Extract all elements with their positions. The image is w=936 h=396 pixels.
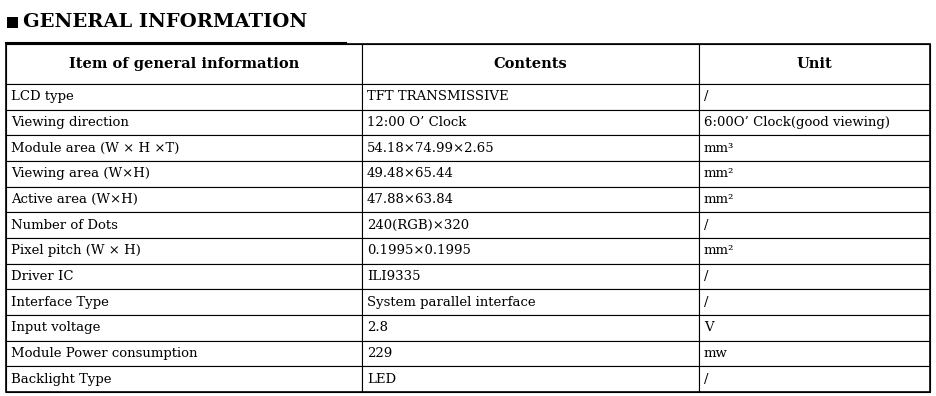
Text: Module Power consumption: Module Power consumption xyxy=(11,347,197,360)
Text: Backlight Type: Backlight Type xyxy=(11,373,111,386)
Text: 49.48×65.44: 49.48×65.44 xyxy=(367,168,454,180)
Bar xyxy=(699,238,930,264)
Bar xyxy=(6,341,361,366)
Bar xyxy=(361,238,699,264)
Bar xyxy=(699,84,930,110)
Text: /: / xyxy=(704,90,709,103)
Text: /: / xyxy=(704,296,709,308)
Bar xyxy=(361,366,699,392)
Bar xyxy=(699,161,930,187)
Text: mm²: mm² xyxy=(704,193,735,206)
Bar xyxy=(361,44,699,84)
Text: Module area (W × H ×T): Module area (W × H ×T) xyxy=(11,142,180,155)
Text: Number of Dots: Number of Dots xyxy=(11,219,118,232)
Bar xyxy=(699,341,930,366)
Text: TFT TRANSMISSIVE: TFT TRANSMISSIVE xyxy=(367,90,508,103)
Bar xyxy=(6,264,361,289)
Bar xyxy=(6,212,361,238)
Text: /: / xyxy=(704,219,709,232)
Bar xyxy=(6,135,361,161)
Bar xyxy=(699,366,930,392)
Bar xyxy=(6,238,361,264)
Text: Item of general information: Item of general information xyxy=(68,57,299,71)
Text: LED: LED xyxy=(367,373,396,386)
Bar xyxy=(6,44,930,392)
Text: 6:00O’ Clock(good viewing): 6:00O’ Clock(good viewing) xyxy=(704,116,890,129)
Text: 12:00 O’ Clock: 12:00 O’ Clock xyxy=(367,116,466,129)
Bar xyxy=(361,187,699,212)
Text: mm²: mm² xyxy=(704,168,735,180)
Text: Unit: Unit xyxy=(797,57,832,71)
Bar xyxy=(6,44,361,84)
Bar xyxy=(6,161,361,187)
Text: /: / xyxy=(704,270,709,283)
Bar xyxy=(6,315,361,341)
Text: Driver IC: Driver IC xyxy=(11,270,74,283)
Text: 240(RGB)×320: 240(RGB)×320 xyxy=(367,219,469,232)
Text: System parallel interface: System parallel interface xyxy=(367,296,535,308)
Bar xyxy=(699,264,930,289)
Text: 47.88×63.84: 47.88×63.84 xyxy=(367,193,454,206)
Text: Viewing direction: Viewing direction xyxy=(11,116,129,129)
Text: mw: mw xyxy=(704,347,728,360)
Bar xyxy=(361,289,699,315)
Text: Input voltage: Input voltage xyxy=(11,321,100,334)
Bar xyxy=(361,212,699,238)
Bar xyxy=(361,110,699,135)
Bar xyxy=(6,187,361,212)
Text: 54.18×74.99×2.65: 54.18×74.99×2.65 xyxy=(367,142,494,155)
Text: mm²: mm² xyxy=(704,244,735,257)
Text: Viewing area (W×H): Viewing area (W×H) xyxy=(11,168,150,180)
Text: mm³: mm³ xyxy=(704,142,734,155)
Bar xyxy=(361,84,699,110)
Bar xyxy=(699,289,930,315)
Text: V: V xyxy=(704,321,713,334)
Text: /: / xyxy=(704,373,709,386)
Bar xyxy=(361,135,699,161)
Text: Contents: Contents xyxy=(493,57,567,71)
Text: 0.1995×0.1995: 0.1995×0.1995 xyxy=(367,244,471,257)
Text: Pixel pitch (W × H): Pixel pitch (W × H) xyxy=(11,244,141,257)
Text: 2.8: 2.8 xyxy=(367,321,388,334)
Text: LCD type: LCD type xyxy=(11,90,74,103)
Bar xyxy=(7,17,18,27)
Bar xyxy=(361,341,699,366)
Bar xyxy=(361,315,699,341)
Bar xyxy=(6,366,361,392)
Bar xyxy=(699,135,930,161)
Text: GENERAL INFORMATION: GENERAL INFORMATION xyxy=(23,13,307,31)
Bar xyxy=(6,289,361,315)
Bar xyxy=(361,161,699,187)
Bar xyxy=(699,315,930,341)
Bar xyxy=(361,264,699,289)
Bar xyxy=(6,110,361,135)
Bar xyxy=(699,212,930,238)
Text: ILI9335: ILI9335 xyxy=(367,270,420,283)
Bar xyxy=(6,84,361,110)
Bar xyxy=(699,44,930,84)
Bar xyxy=(699,187,930,212)
Text: Interface Type: Interface Type xyxy=(11,296,109,308)
Bar xyxy=(699,110,930,135)
Text: Active area (W×H): Active area (W×H) xyxy=(11,193,138,206)
Text: 229: 229 xyxy=(367,347,392,360)
